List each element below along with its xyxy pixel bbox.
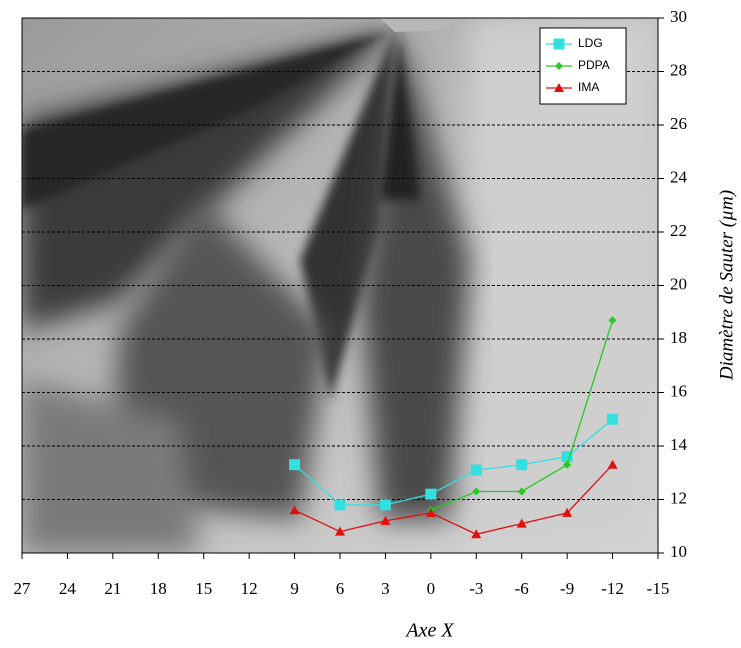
marker (289, 459, 301, 471)
y-tick-label: 26 (670, 114, 687, 133)
marker (608, 316, 617, 325)
marker (471, 529, 482, 539)
legend-label: LDG (578, 36, 603, 50)
y-tick-label: 24 (670, 167, 688, 186)
marker (379, 499, 391, 511)
x-tick-label: -3 (469, 579, 483, 598)
marker (516, 459, 528, 471)
marker (470, 464, 482, 476)
marker (380, 515, 391, 525)
marker (563, 460, 572, 469)
legend: LDG PDPA IMA (539, 27, 627, 105)
y-tick-label: 30 (670, 7, 687, 26)
x-tick-label: 21 (104, 579, 121, 598)
x-axis-title: Axe X (404, 620, 454, 642)
marker (425, 507, 436, 517)
marker (517, 487, 526, 496)
y-tick-label: 12 (670, 488, 687, 507)
marker (334, 499, 346, 511)
y-tick-label: 10 (670, 542, 687, 561)
marker (425, 488, 437, 500)
marker (607, 413, 619, 425)
y-tick-label: 28 (670, 60, 687, 79)
legend-label: IMA (578, 80, 599, 94)
x-tick-label: 9 (290, 579, 299, 598)
marker (562, 507, 573, 517)
y-tick-label: 14 (670, 435, 688, 454)
x-tick-label: 27 (14, 579, 32, 598)
series-line (294, 418, 613, 506)
marker (472, 487, 481, 496)
x-tick-label: 24 (59, 579, 77, 598)
y-tick-label: 18 (670, 328, 687, 347)
legend-marker (553, 38, 565, 50)
legend-marker (555, 62, 563, 70)
x-tick-label: 6 (336, 579, 345, 598)
legend-marker (554, 83, 564, 92)
marker (516, 518, 527, 528)
x-tick-label: -15 (647, 579, 670, 598)
y-tick-label: 16 (670, 381, 687, 400)
x-tick-label: -9 (560, 579, 574, 598)
marker (607, 459, 618, 469)
x-tick-label: 3 (381, 579, 390, 598)
x-tick-label: -12 (601, 579, 624, 598)
marker (289, 505, 300, 515)
x-tick-label: 18 (150, 579, 167, 598)
legend-label: PDPA (578, 58, 610, 72)
marker (561, 451, 573, 463)
y-tick-label: 22 (670, 221, 687, 240)
x-tick-label: -6 (515, 579, 529, 598)
x-tick-label: 15 (195, 579, 212, 598)
marker (335, 526, 345, 536)
y-tick-label: 20 (670, 274, 687, 293)
y-axis-title: Diamètre de Sauter (µm) (716, 190, 737, 381)
x-tick-label: 0 (427, 579, 436, 598)
photo-background (22, 18, 658, 553)
series-line (294, 464, 614, 535)
x-tick-label: 12 (241, 579, 258, 598)
